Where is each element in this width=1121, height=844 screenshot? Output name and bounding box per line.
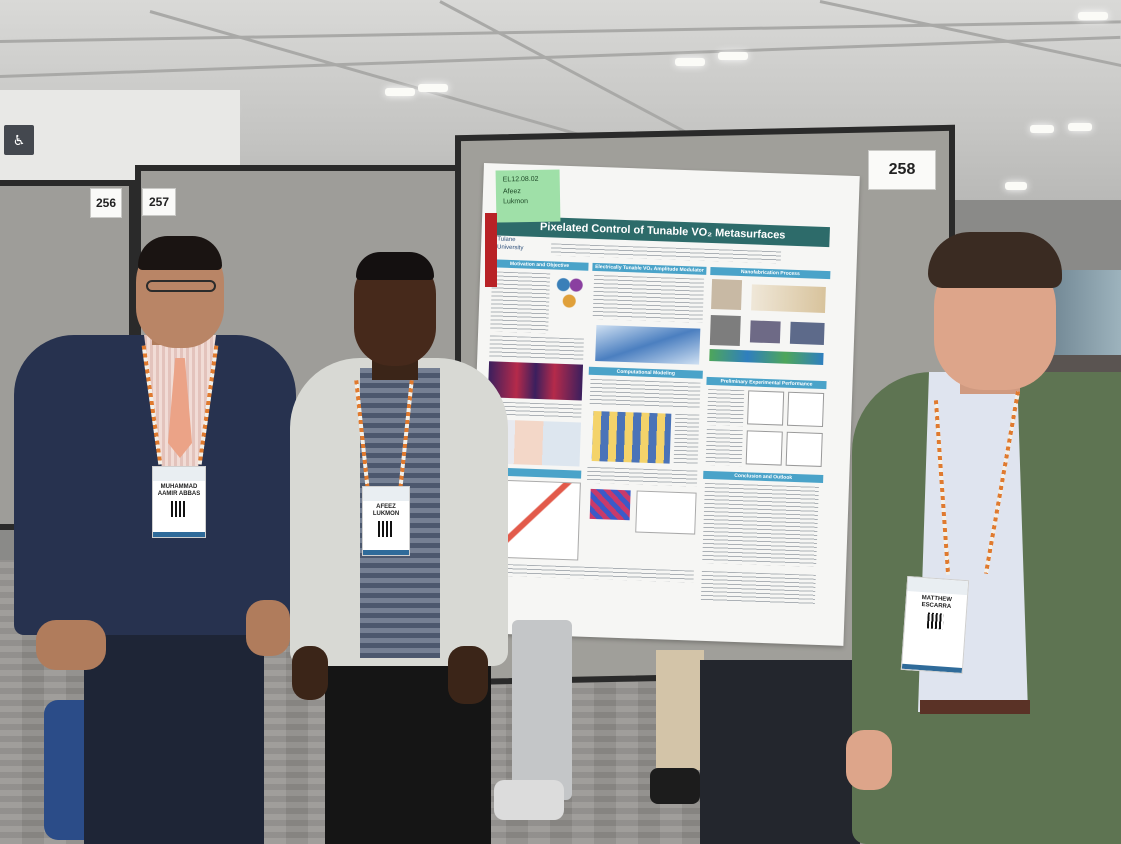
ceiling-light <box>1068 123 1092 131</box>
hair <box>928 232 1062 288</box>
background-person-legs <box>512 620 572 800</box>
qr-code-icon <box>926 612 944 630</box>
background-person-legs <box>656 650 704 770</box>
poster-figure <box>487 361 584 401</box>
poster-text-block <box>490 271 551 334</box>
hand <box>36 620 106 670</box>
accessibility-sign-icon: ♿ <box>4 125 34 155</box>
sneaker <box>494 780 564 820</box>
university-logo: Tulane University <box>496 236 524 252</box>
ceiling-light <box>718 52 748 60</box>
hand <box>246 600 290 656</box>
poster-figure <box>552 273 587 311</box>
background-person-legs <box>700 660 860 844</box>
poster-figure <box>709 348 824 365</box>
poster-section-heading: Motivation and Objective <box>490 259 589 271</box>
poster-figure <box>789 321 825 345</box>
poster-section-heading: Conclusion and Outlook <box>703 470 824 484</box>
ceiling-light <box>385 88 415 96</box>
note-name: Afeez <box>502 188 521 196</box>
poster-chart <box>785 431 823 467</box>
poster-authors <box>550 243 782 264</box>
poster-figure <box>711 279 743 311</box>
badge-name: AFEEZ LUKMON <box>372 504 400 517</box>
poster-text-block <box>481 563 694 583</box>
shoe <box>650 768 700 804</box>
qr-code-icon <box>378 521 394 537</box>
hand <box>846 730 892 790</box>
booth-number-card: 257 <box>142 188 176 216</box>
poster-chart <box>747 390 785 426</box>
poster-text-block <box>705 428 743 467</box>
hair <box>356 252 434 280</box>
poster-text-block <box>592 274 705 323</box>
booth-number-card: 258 <box>868 150 936 190</box>
ceiling-light <box>675 58 705 66</box>
glasses <box>146 280 216 292</box>
poster-references <box>700 570 816 605</box>
poster-figure <box>591 410 672 464</box>
note-name: Lukmon <box>503 198 529 206</box>
poster-section-heading: Preliminary Experimental Performance <box>706 376 827 390</box>
belt <box>920 700 1030 714</box>
name-badge: MATTHEW ESCARRA <box>900 575 970 675</box>
trousers <box>84 610 264 844</box>
badge-name: MUHAMMAD AAMIR ABBAS <box>157 484 201 497</box>
ceiling-light <box>1030 125 1054 133</box>
poster-figure <box>595 325 701 365</box>
poster-id-note: EL12.08.02 Afeez Lukmon <box>495 169 561 223</box>
poster-chart <box>745 430 783 466</box>
research-poster: Pixelated Control of Tunable VO₂ Metasur… <box>467 163 860 646</box>
poster-figure <box>749 320 781 344</box>
poster-text-block <box>589 378 701 409</box>
hand <box>448 646 488 704</box>
poster-text-block <box>489 335 584 361</box>
ceiling-light <box>1078 12 1108 20</box>
poster-figure <box>751 284 826 313</box>
note-code: EL12.08.02 <box>502 175 539 184</box>
poster-section-heading: Nanofabrication Process <box>710 266 831 280</box>
ceiling-light <box>1005 182 1027 190</box>
hair <box>138 236 222 270</box>
poster-text-block <box>706 388 745 427</box>
poster-text-block <box>673 413 700 465</box>
badge-name: MATTHEW ESCARRA <box>921 595 953 611</box>
name-badge: AFEEZ LUKMON <box>362 486 410 556</box>
poster-chart <box>635 490 697 535</box>
poster-chart <box>787 391 825 427</box>
qr-code-icon <box>171 501 187 517</box>
poster-section-heading: Computational Modeling <box>588 366 703 379</box>
name-badge: MUHAMMAD AAMIR ABBAS <box>152 466 206 538</box>
hand <box>292 646 328 700</box>
booth-number-card: 256 <box>90 188 122 218</box>
poster-text-block <box>586 466 698 487</box>
ceiling-light <box>418 84 448 92</box>
poster-section-heading: Electrically Tunable VO₂ Amplitude Modul… <box>592 262 707 275</box>
poster-figure <box>709 315 741 347</box>
poster-text-block <box>702 482 819 567</box>
award-ribbon <box>485 213 497 287</box>
poster-figure <box>589 488 631 521</box>
